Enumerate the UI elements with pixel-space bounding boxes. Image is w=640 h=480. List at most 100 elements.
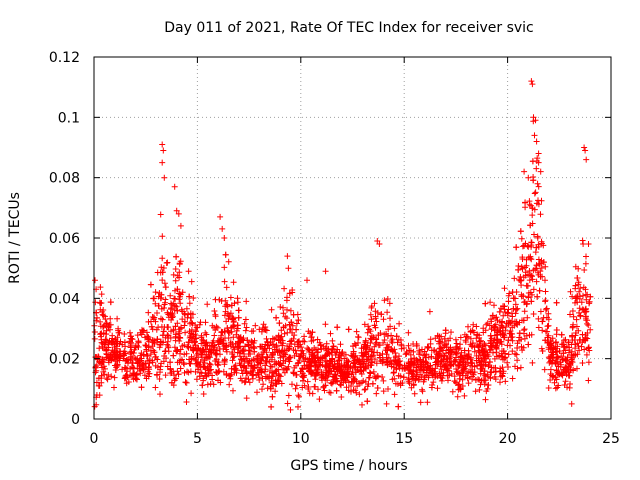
data-point xyxy=(308,334,315,341)
data-point xyxy=(327,330,334,337)
data-point xyxy=(305,386,312,392)
data-point xyxy=(565,339,572,346)
data-point xyxy=(483,388,490,395)
data-point xyxy=(409,376,415,383)
data-point xyxy=(546,355,553,362)
data-point xyxy=(453,345,460,352)
data-point xyxy=(183,379,190,386)
data-point xyxy=(489,312,496,319)
data-point xyxy=(562,357,569,364)
data-point xyxy=(368,303,375,310)
data-point xyxy=(304,378,311,385)
data-point xyxy=(217,334,224,341)
data-point xyxy=(434,385,441,392)
data-point xyxy=(272,388,279,395)
data-point xyxy=(500,312,507,319)
data-point xyxy=(116,357,123,364)
data-point xyxy=(535,201,542,208)
data-point xyxy=(158,291,165,298)
data-point xyxy=(222,251,229,258)
data-point xyxy=(301,333,308,340)
data-point xyxy=(524,314,531,321)
data-point xyxy=(192,338,198,345)
x-tick-label: 0 xyxy=(90,431,99,447)
data-point xyxy=(190,347,197,354)
data-point xyxy=(312,364,319,370)
data-point xyxy=(452,336,459,343)
data-point xyxy=(439,347,446,354)
data-point xyxy=(385,386,391,392)
data-point xyxy=(242,327,249,334)
data-point xyxy=(519,265,526,272)
data-point xyxy=(285,265,292,272)
data-point xyxy=(183,305,190,312)
data-point xyxy=(524,282,531,289)
data-point xyxy=(419,386,425,393)
data-point xyxy=(244,337,251,344)
data-point xyxy=(309,359,315,366)
data-point xyxy=(445,367,452,374)
data-point xyxy=(548,345,555,352)
data-point xyxy=(476,332,483,339)
data-point xyxy=(458,349,465,356)
data-point xyxy=(488,364,495,371)
data-point xyxy=(384,309,391,316)
data-point xyxy=(219,225,226,232)
data-point xyxy=(168,379,175,386)
data-point xyxy=(362,378,369,385)
data-point xyxy=(190,295,197,301)
data-point xyxy=(529,81,536,88)
data-point xyxy=(482,361,489,368)
data-point xyxy=(160,358,167,365)
data-point xyxy=(134,359,141,366)
data-point xyxy=(505,351,512,358)
data-point xyxy=(289,287,296,293)
data-point xyxy=(535,197,541,204)
data-point xyxy=(197,319,204,326)
data-point xyxy=(135,338,142,345)
data-point xyxy=(354,356,361,363)
data-point xyxy=(173,253,180,260)
data-point xyxy=(408,370,415,377)
data-point xyxy=(567,311,573,318)
data-point xyxy=(372,375,379,382)
data-point xyxy=(457,341,464,348)
data-point xyxy=(124,356,131,363)
data-point xyxy=(441,363,448,370)
data-point xyxy=(574,351,581,358)
data-point xyxy=(371,343,378,350)
data-point xyxy=(528,298,535,305)
data-point xyxy=(115,327,122,334)
data-point xyxy=(333,375,340,382)
data-point xyxy=(138,384,145,391)
data-point xyxy=(161,301,168,308)
data-point xyxy=(542,298,549,305)
data-point xyxy=(123,380,130,387)
data-point xyxy=(138,331,145,338)
data-point xyxy=(569,323,576,330)
data-point xyxy=(553,299,560,306)
data-point xyxy=(469,343,476,350)
data-point xyxy=(453,379,459,386)
data-point xyxy=(580,292,586,299)
data-point xyxy=(478,347,485,353)
data-point xyxy=(296,357,303,364)
data-point xyxy=(381,297,388,304)
data-point xyxy=(176,290,183,297)
data-point xyxy=(209,339,216,346)
data-point xyxy=(464,352,470,359)
data-point xyxy=(480,352,486,359)
data-point xyxy=(157,391,163,398)
data-point xyxy=(505,306,512,313)
data-point xyxy=(268,352,275,359)
data-point xyxy=(174,272,181,279)
data-point xyxy=(222,297,229,304)
data-point xyxy=(198,352,205,358)
data-point xyxy=(498,338,505,345)
data-point xyxy=(172,323,179,330)
data-point xyxy=(533,278,540,285)
data-point xyxy=(386,300,393,307)
data-point xyxy=(225,258,232,265)
x-tick-label: 10 xyxy=(292,431,310,447)
